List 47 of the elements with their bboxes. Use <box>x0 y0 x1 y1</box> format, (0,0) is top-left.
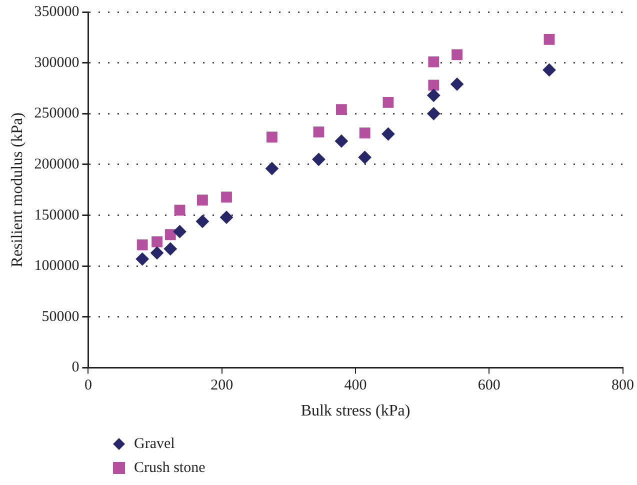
point <box>452 49 462 60</box>
point <box>164 229 176 240</box>
legend-label: Crush stone <box>134 460 206 476</box>
x-tick-label: 400 <box>344 378 367 394</box>
point <box>382 97 394 108</box>
y-tick-label: 50000 <box>42 308 80 325</box>
point <box>427 88 440 102</box>
point <box>150 246 164 260</box>
y-tick-label: 100000 <box>34 258 80 274</box>
point <box>164 242 177 256</box>
x-tick-label: 200 <box>210 378 234 394</box>
y-tick-label: 0 <box>72 360 80 376</box>
legend-label: Gravel <box>134 436 175 452</box>
point <box>197 194 208 206</box>
point <box>266 132 278 142</box>
point <box>358 150 372 164</box>
point <box>221 192 232 202</box>
point <box>313 126 324 138</box>
y-tick-label: 250000 <box>34 106 80 122</box>
y-tick-label: 350000 <box>34 4 80 20</box>
point <box>544 34 555 45</box>
x-tick-label: 0 <box>84 378 92 394</box>
point <box>334 134 348 148</box>
point <box>542 63 556 76</box>
y-tick-label: 200000 <box>34 156 80 172</box>
point <box>336 104 347 116</box>
point <box>359 128 370 138</box>
x-axis-title: Bulk stress (kPa) <box>300 402 410 420</box>
point <box>196 214 209 228</box>
point <box>427 107 440 120</box>
point <box>382 127 395 140</box>
point <box>428 80 440 91</box>
y-tick-label: 300000 <box>34 54 80 71</box>
point <box>152 236 162 248</box>
point <box>312 152 326 166</box>
y-tick-label: 150000 <box>34 207 80 224</box>
point <box>428 56 440 68</box>
point <box>136 252 149 266</box>
point <box>136 239 148 250</box>
x-tick-label: 600 <box>478 378 500 394</box>
point <box>220 210 234 224</box>
point <box>174 204 186 216</box>
point <box>173 225 186 238</box>
point <box>265 162 278 176</box>
y-axis-title: Resilient modulus (kPa) <box>8 112 26 268</box>
point <box>450 78 464 91</box>
x-tick-label: 800 <box>612 378 634 394</box>
